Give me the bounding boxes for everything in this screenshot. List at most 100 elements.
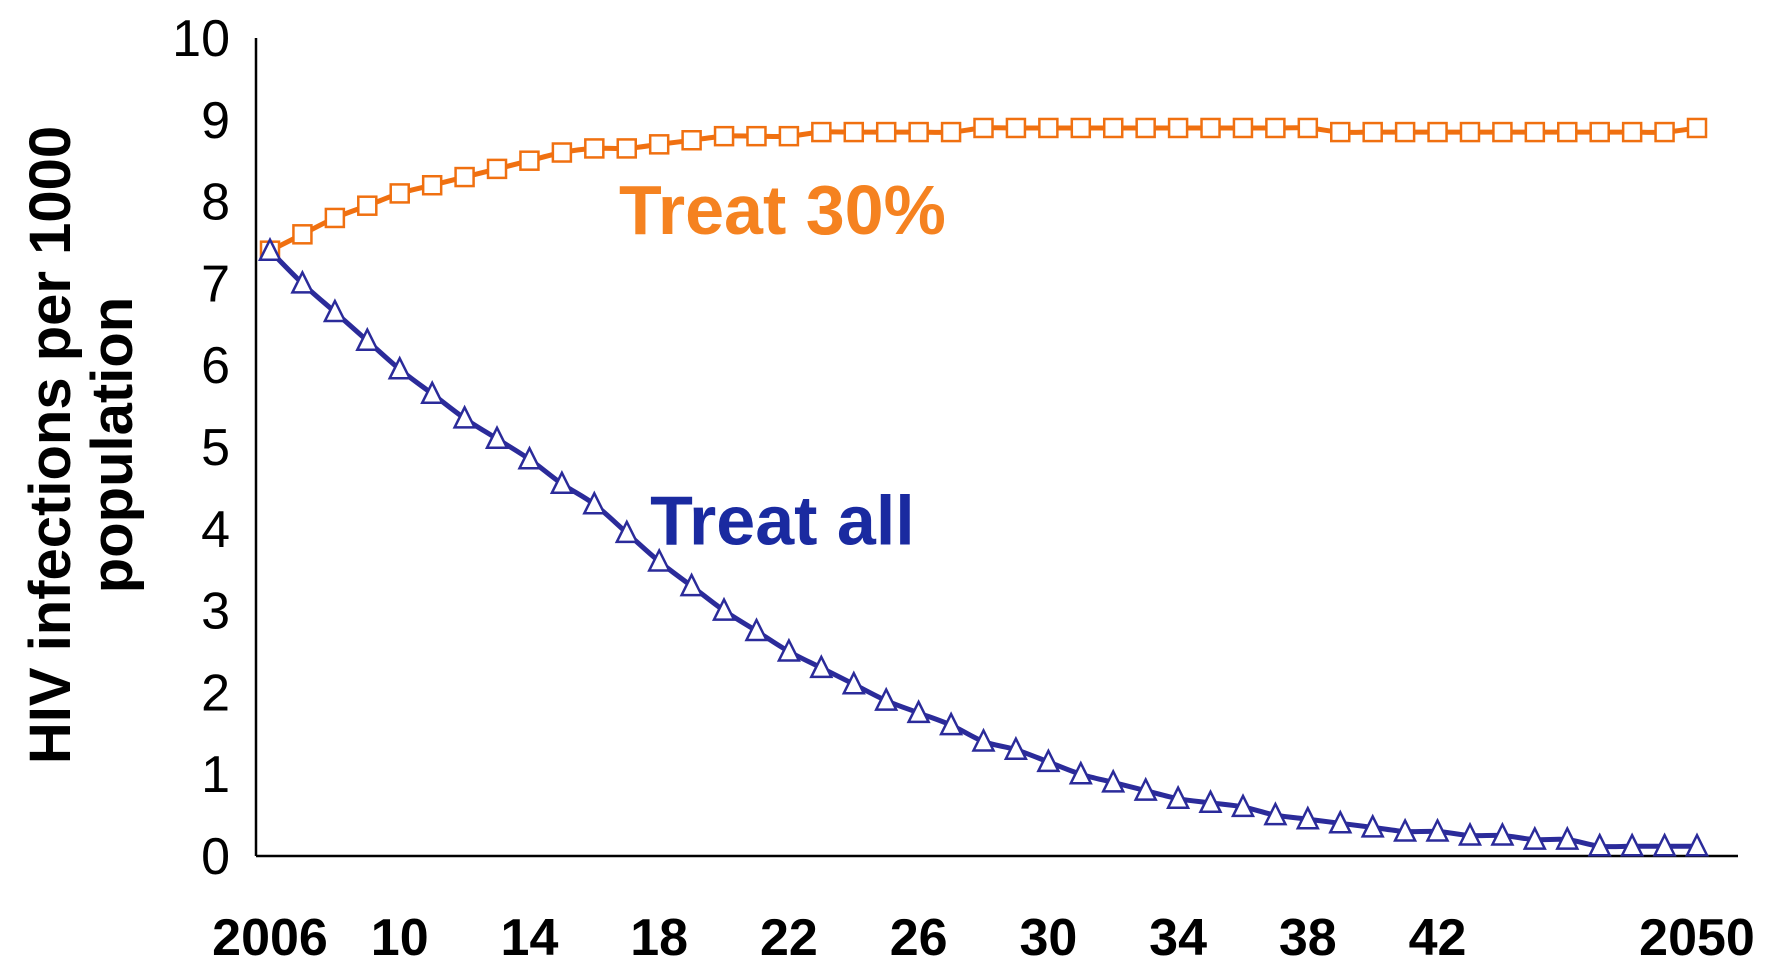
data-point-square	[875, 121, 897, 143]
data-point-square	[648, 134, 670, 155]
data-point-triangle	[1166, 784, 1191, 809]
data-point-triangle	[1620, 832, 1645, 857]
data-point-triangle	[874, 686, 899, 711]
data-point-triangle	[1198, 789, 1223, 814]
data-point-triangle	[387, 355, 412, 380]
data-point-triangle	[1101, 768, 1126, 793]
data-point-square	[616, 138, 637, 159]
x-tick-label: 42	[1409, 909, 1467, 967]
y-tick-label: 7	[201, 255, 230, 313]
data-point-triangle	[1490, 821, 1515, 846]
y-tick-label: 5	[201, 419, 230, 477]
data-point-triangle	[420, 380, 445, 405]
data-point-square	[519, 150, 540, 171]
data-point-triangle	[549, 470, 574, 495]
data-point-square	[1005, 117, 1027, 139]
data-point-triangle	[1263, 801, 1288, 826]
data-point-triangle	[257, 236, 283, 261]
data-point-triangle	[1003, 735, 1028, 760]
y-axis-label-line-2: population	[80, 297, 145, 593]
data-point-square	[1589, 121, 1610, 143]
data-point-triangle	[452, 404, 477, 429]
data-point-square	[940, 121, 962, 143]
data-point-square	[1654, 121, 1675, 143]
data-point-triangle	[679, 572, 704, 597]
y-tick-label: 3	[201, 583, 230, 641]
data-point-triangle	[744, 617, 769, 642]
data-point-triangle	[1425, 817, 1450, 842]
data-point-square	[1297, 117, 1319, 139]
data-point-triangle	[841, 670, 866, 695]
y-tick-label: 9	[201, 92, 230, 150]
annotation-treat-30: Treat 30%	[619, 171, 946, 249]
x-tick-label: 14	[501, 909, 559, 967]
data-point-triangle	[1652, 832, 1677, 857]
x-tick-label: 2006	[212, 909, 328, 967]
y-axis-label-line-1: HIV infections per 1000	[18, 126, 83, 764]
data-point-triangle	[809, 654, 834, 679]
data-point-triangle	[484, 425, 510, 450]
data-point-triangle	[1036, 748, 1061, 773]
data-point-triangle	[1522, 825, 1547, 850]
data-point-square	[1621, 121, 1643, 143]
x-tick-labels: 2006 10 14 18 22 26 30 34 38 42 2050	[212, 909, 1755, 967]
data-point-square	[454, 166, 475, 188]
data-point-triangle	[355, 326, 380, 351]
data-point-triangle	[939, 711, 964, 736]
data-point-triangle	[1295, 805, 1320, 830]
data-point-square	[1362, 121, 1383, 143]
data-point-triangle	[1684, 832, 1710, 857]
data-point-triangle	[971, 727, 996, 752]
data-point-square	[421, 174, 443, 196]
y-axis-label: HIV infections per 1000 population	[18, 126, 145, 764]
data-point-triangle	[290, 269, 315, 294]
y-tick-label: 8	[201, 174, 230, 232]
y-tick-label: 4	[201, 501, 230, 559]
data-point-triangle	[776, 637, 801, 662]
data-point-square	[1200, 117, 1221, 139]
x-tick-label: 10	[371, 909, 429, 967]
data-point-square	[1265, 117, 1286, 139]
data-point-square	[324, 207, 346, 229]
data-point-square	[1394, 121, 1416, 143]
data-point-square	[843, 121, 865, 143]
y-tick-label: 0	[201, 828, 230, 886]
series-treat-all	[257, 236, 1710, 857]
data-point-triangle	[1230, 793, 1256, 818]
data-point-square	[1038, 117, 1059, 139]
data-point-triangle	[711, 596, 737, 621]
data-point-square	[1427, 121, 1448, 143]
series-treat-30	[259, 117, 1708, 261]
data-point-square	[746, 125, 767, 147]
data-point-triangle	[517, 445, 542, 470]
x-tick-label: 30	[1019, 909, 1077, 967]
data-point-square	[1232, 117, 1254, 139]
annotations: Treat 30% Treat all	[619, 171, 946, 560]
data-point-square	[551, 142, 573, 163]
data-point-square	[1557, 121, 1578, 143]
y-tick-label: 6	[201, 337, 230, 395]
data-point-square	[584, 138, 605, 159]
x-tick-label: 2050	[1639, 909, 1755, 967]
data-point-triangle	[1393, 817, 1418, 842]
y-tick-label: 10	[172, 10, 230, 68]
y-tick-label: 2	[201, 664, 230, 722]
data-point-square	[1686, 117, 1708, 139]
annotation-treat-all: Treat all	[650, 482, 915, 560]
x-tick-label: 26	[890, 909, 948, 967]
data-point-triangle	[1457, 821, 1483, 846]
series-layer	[257, 117, 1710, 857]
data-point-triangle	[1555, 825, 1580, 850]
x-tick-label: 38	[1279, 909, 1337, 967]
data-point-triangle	[1587, 832, 1612, 857]
data-point-square	[1102, 117, 1124, 139]
data-point-triangle	[582, 490, 607, 515]
y-tick-labels: 0 1 2 3 4 5 6 7 8 9 10	[172, 10, 230, 886]
data-point-triangle	[322, 298, 347, 323]
data-point-square	[486, 158, 508, 180]
data-point-square	[973, 117, 994, 139]
x-tick-label: 22	[760, 909, 818, 967]
series-line	[268, 248, 1697, 850]
data-point-square	[1167, 117, 1189, 139]
